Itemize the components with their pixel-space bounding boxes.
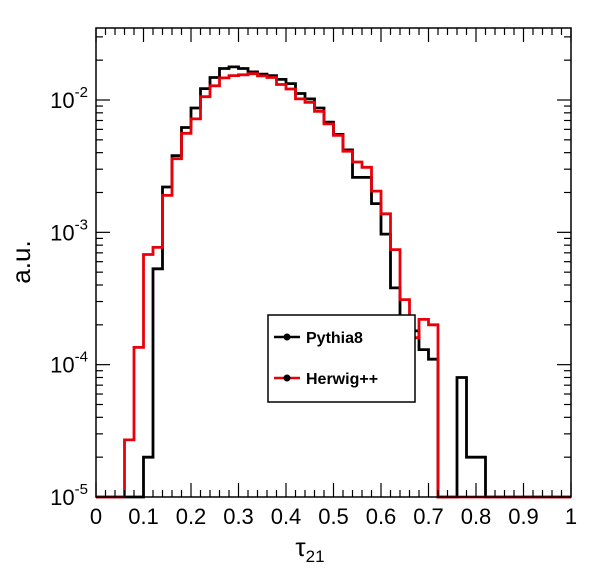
x-tick-label: 0.2 xyxy=(176,504,207,529)
legend-label-herwig: Herwig++ xyxy=(306,371,378,388)
x-tick-label: 0.3 xyxy=(223,504,254,529)
x-tick-label: 0.1 xyxy=(128,504,159,529)
x-tick-label: 0.6 xyxy=(366,504,397,529)
x-tick-label: 0 xyxy=(90,504,102,529)
x-tick-label: 0.5 xyxy=(318,504,349,529)
y-tick-label: 10-4 xyxy=(50,349,88,378)
x-tick-label: 1 xyxy=(565,504,577,529)
legend-box xyxy=(267,314,416,403)
series-line-herwig xyxy=(96,72,571,499)
x-tick-label: 0.9 xyxy=(508,504,539,529)
x-tick-label: 0.7 xyxy=(413,504,444,529)
x-tick-label: 0.4 xyxy=(271,504,302,529)
y-tick-label: 10-3 xyxy=(50,216,88,245)
y-tick-label: 10-2 xyxy=(50,84,88,113)
x-tick-label: 0.8 xyxy=(461,504,492,529)
legend-marker-pythia8 xyxy=(283,333,291,341)
y-axis-title: a.u. xyxy=(6,240,36,283)
legend-label-pythia8: Pythia8 xyxy=(306,330,363,347)
legend: Pythia8 Herwig++ xyxy=(267,314,416,403)
plot-frame xyxy=(95,27,572,498)
legend-marker-herwig xyxy=(283,374,291,382)
y-tick-label: 10-5 xyxy=(50,481,88,510)
x-axis-title: τ21 xyxy=(295,532,324,566)
